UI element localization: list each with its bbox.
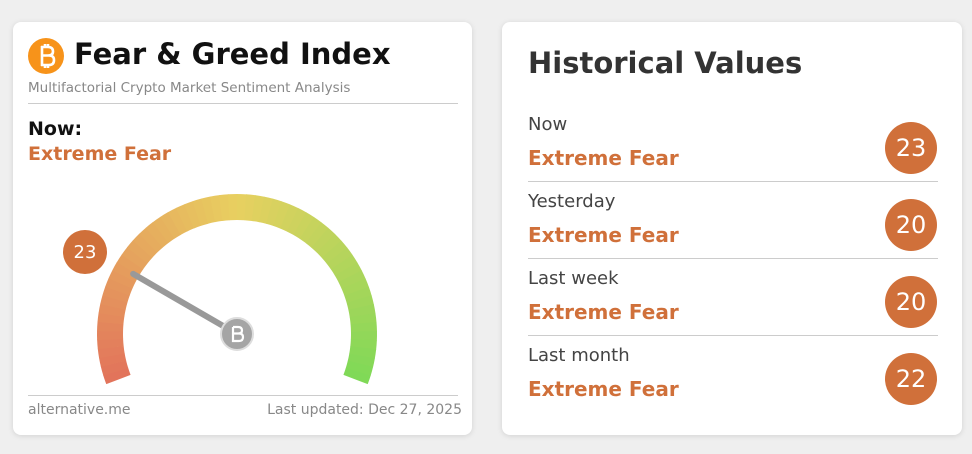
now-label: Now:: [28, 118, 83, 140]
gauge-arc: [344, 286, 372, 304]
gauge-arc: [218, 194, 231, 221]
gauge-arc: [201, 196, 216, 224]
gauge-arc: [305, 222, 329, 248]
gauge-arc: [97, 338, 124, 350]
row-label: Yesterday: [528, 191, 616, 212]
row-classification: Extreme Fear: [528, 377, 679, 401]
gauge-arc: [346, 295, 374, 311]
hub-icon: [231, 325, 245, 343]
history-title: Historical Values: [528, 46, 803, 80]
history-card: Historical Values Now Extreme Fear 23 Yeste…: [502, 22, 962, 435]
gauge-arc: [116, 254, 144, 276]
value-badge: [63, 230, 107, 274]
row-label: Last month: [528, 345, 630, 366]
gauge-arc: [210, 195, 223, 223]
needle: [130, 270, 240, 337]
gauge-arc: [167, 207, 188, 235]
gauge-arc: [341, 278, 369, 297]
gauge-arc: [244, 194, 256, 222]
gauge-arc: [112, 261, 140, 283]
gauge-arc: [343, 367, 371, 385]
gauge-arc: [132, 233, 158, 258]
gauge-arc: [293, 212, 315, 239]
gauge-arc: [326, 247, 353, 270]
gauge-arc: [348, 304, 376, 318]
row-classification: Extreme Fear: [528, 300, 679, 324]
gauge-arc: [192, 198, 209, 226]
gauge-arc: [273, 201, 291, 229]
gauge-arc: [97, 345, 125, 359]
gauge-arc: [334, 262, 362, 283]
gauge-arc: [338, 270, 366, 290]
row-classification: Extreme Fear: [528, 223, 679, 247]
gauge-arc: [152, 216, 175, 244]
row-value: 20: [885, 276, 937, 328]
gauge-arc: [99, 353, 127, 367]
value-badge-text: 23: [74, 242, 97, 263]
gauge-arc: [266, 198, 282, 227]
row-label: Now: [528, 114, 568, 135]
gauge-arc: [279, 204, 299, 232]
gauge-arc: [316, 233, 342, 259]
index-card: Fear & Greed Index Multifactorial Crypto…: [13, 22, 472, 435]
gauge-arc: [175, 204, 195, 232]
gauge-arc: [184, 201, 202, 229]
subtitle: Multifactorial Crypto Market Sentiment A…: [28, 80, 351, 96]
gauge-arc: [311, 227, 336, 253]
row-value: 22: [885, 353, 937, 405]
gauge-arc: [251, 195, 265, 223]
gauge-arc: [286, 208, 307, 236]
divider: [28, 395, 458, 396]
gauge-arc: [121, 247, 148, 270]
divider: [28, 103, 458, 104]
gauge-arc: [105, 277, 133, 296]
gauge-arc: [103, 367, 131, 385]
gauge-arc: [97, 312, 125, 325]
gauge-arc: [349, 313, 377, 325]
gauge: 23: [63, 194, 377, 385]
gauge-arc: [126, 240, 153, 264]
gauge-arc: [100, 294, 128, 310]
row-label: Last week: [528, 268, 619, 289]
gauge-arc: [145, 221, 169, 248]
gauge-arc: [98, 303, 126, 318]
gauge-arc: [108, 269, 136, 289]
title: Fear & Greed Index: [74, 37, 391, 71]
gauge-arc: [321, 240, 348, 264]
updated: Last updated: Dec 27, 2025: [267, 402, 462, 418]
gauge-arc: [160, 212, 182, 239]
gauge-arc: [345, 360, 374, 377]
gauge-arc: [330, 254, 358, 277]
bitcoin-icon: [28, 38, 64, 74]
gauge-arc: [258, 196, 274, 224]
row-value: 20: [885, 199, 937, 251]
gauge-arc: [347, 353, 375, 368]
classification: Extreme Fear: [28, 143, 172, 165]
gauge-arc: [349, 346, 377, 359]
gauge-arc: [299, 216, 322, 244]
row-divider: [528, 335, 938, 336]
row-classification: Extreme Fear: [528, 146, 679, 170]
source: alternative.me: [28, 402, 131, 418]
row-value: 23: [885, 122, 937, 174]
gauge-arc: [100, 360, 129, 376]
gauge-arc: [139, 227, 164, 253]
gauge-arc: [102, 286, 130, 303]
row-divider: [528, 181, 938, 182]
row-divider: [528, 258, 938, 259]
gauge-arc: [350, 338, 377, 350]
